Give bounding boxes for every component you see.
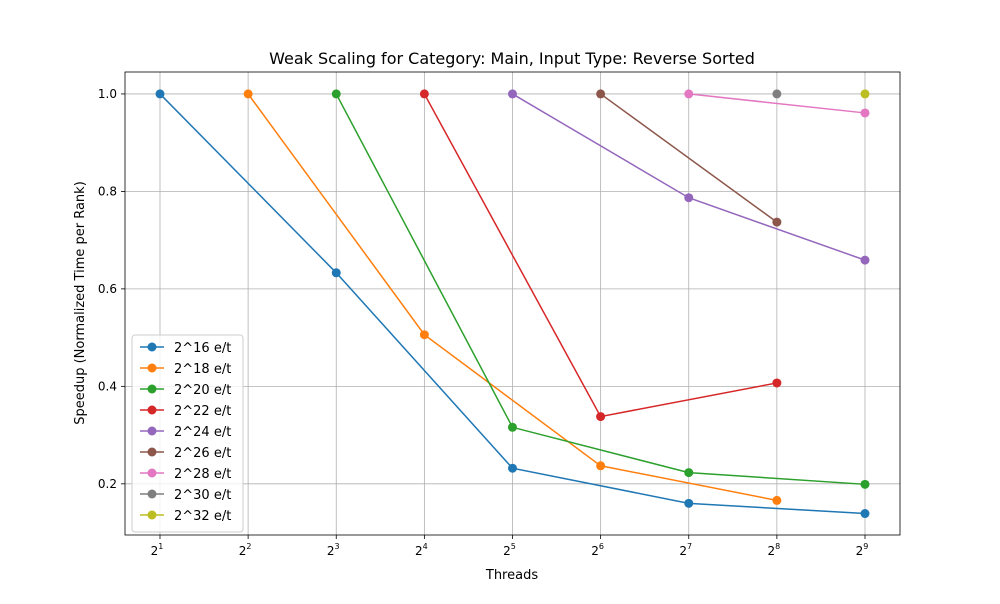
x-tick-label: 22 [239, 542, 252, 558]
data-point [419, 89, 429, 99]
legend-marker [147, 342, 157, 352]
data-point [860, 108, 870, 118]
y-tick-label: 1.0 [98, 87, 117, 101]
data-point [596, 412, 606, 422]
legend-marker [147, 489, 157, 499]
legend-marker [147, 468, 157, 478]
series-9 [860, 89, 870, 99]
legend-entry: 2^16 e/t [140, 341, 231, 356]
y-tick-label: 0.2 [98, 477, 117, 491]
legend-entry: 2^28 e/t [140, 467, 231, 482]
legend-label: 2^30 e/t [174, 488, 231, 503]
legend-label: 2^20 e/t [174, 383, 231, 398]
legend-entry: 2^26 e/t [140, 446, 231, 461]
legend-label: 2^22 e/t [174, 404, 231, 419]
y-tick-label: 0.6 [98, 282, 117, 296]
data-point [243, 89, 253, 99]
series-3 [331, 89, 870, 489]
x-tick-label: 29 [856, 542, 869, 558]
data-point [684, 498, 694, 508]
legend-label: 2^32 e/t [174, 509, 231, 524]
data-point [684, 468, 694, 478]
legend-entry: 2^18 e/t [140, 362, 231, 377]
chart-title: Weak Scaling for Category: Main, Input T… [269, 49, 755, 68]
series-line [688, 93, 866, 114]
legend-marker [147, 510, 157, 520]
series-2 [243, 89, 782, 505]
series-6 [596, 89, 782, 227]
series-layer [155, 89, 870, 519]
legend-marker [147, 405, 157, 415]
series-8 [772, 89, 782, 99]
data-point [596, 461, 606, 471]
y-axis-ticks: 0.2 0.4 0.6 0.8 1.0 [98, 87, 125, 491]
x-axis-label: Threads [485, 568, 538, 583]
legend-label: 2^26 e/t [174, 446, 231, 461]
y-axis-label: Speedup (Normalized Time per Rank) [73, 181, 88, 425]
legend-marker [147, 363, 157, 373]
series-1 [155, 89, 870, 519]
legend-label: 2^28 e/t [174, 467, 231, 482]
series-line [247, 93, 778, 502]
data-point [772, 89, 782, 99]
data-point [684, 89, 694, 99]
series-7 [684, 89, 870, 118]
legend-entry: 2^32 e/t [140, 509, 231, 524]
x-tick-label: 25 [503, 542, 516, 558]
data-point [331, 89, 341, 99]
legend-marker [147, 447, 157, 457]
data-point [860, 255, 870, 265]
series-4 [419, 89, 782, 422]
legend-entry: 2^22 e/t [140, 404, 231, 419]
legend-label: 2^18 e/t [174, 362, 231, 377]
data-point [684, 193, 694, 203]
legend-marker [147, 426, 157, 436]
data-point [508, 422, 517, 432]
legend-frame [131, 334, 244, 533]
series-line [335, 93, 866, 486]
data-point [508, 463, 517, 473]
x-axis-ticks: 21 22 23 24 25 26 27 28 29 [151, 535, 869, 558]
data-point [860, 509, 870, 519]
legend-entry: 2^24 e/t [140, 425, 231, 440]
x-tick-label: 24 [415, 542, 428, 558]
data-point [860, 479, 870, 489]
data-point [155, 89, 165, 99]
data-point [508, 89, 517, 99]
legend: 2^16 e/t 2^18 e/t 2^20 e/t 2^22 e/t 2^24 e/t… [131, 334, 244, 533]
series-5 [508, 89, 870, 265]
data-point [772, 378, 782, 388]
data-point [772, 217, 782, 227]
series-line [600, 93, 778, 223]
data-point [860, 89, 870, 99]
legend-entry: 2^20 e/t [140, 383, 231, 398]
data-point [331, 268, 341, 278]
legend-entry: 2^30 e/t [140, 488, 231, 503]
y-tick-label: 0.8 [98, 184, 117, 198]
x-tick-label: 26 [591, 542, 604, 558]
data-point [772, 495, 782, 505]
data-point [419, 330, 429, 340]
y-tick-label: 0.4 [98, 379, 117, 393]
legend-marker [147, 384, 157, 394]
x-tick-label: 21 [151, 542, 164, 558]
x-tick-label: 28 [768, 542, 781, 558]
legend-label: 2^16 e/t [174, 341, 231, 356]
x-tick-label: 23 [327, 542, 340, 558]
data-point [596, 89, 606, 99]
legend-label: 2^24 e/t [174, 425, 231, 440]
x-tick-label: 27 [679, 542, 692, 558]
